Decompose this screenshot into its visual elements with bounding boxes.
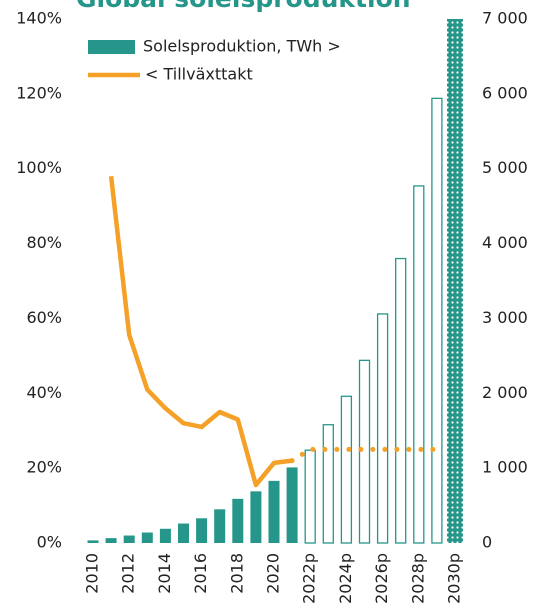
y-tick-label: 120% bbox=[16, 83, 62, 102]
y-tick-label: 140% bbox=[16, 9, 62, 28]
y-tick-label: 20% bbox=[26, 458, 62, 477]
bar bbox=[250, 491, 262, 543]
bar bbox=[431, 97, 443, 544]
y2-tick-label: 7 000 bbox=[482, 9, 528, 28]
bar bbox=[447, 19, 463, 543]
y2-tick-label: 3 000 bbox=[482, 308, 528, 327]
y-tick-label: 40% bbox=[26, 383, 62, 402]
y-tick-label: 100% bbox=[16, 158, 62, 177]
bar bbox=[268, 480, 280, 543]
chart-title: Global solelsproduktion bbox=[76, 0, 411, 13]
legend-label: Solelsproduktion, TWh > bbox=[143, 37, 341, 56]
bar bbox=[358, 359, 371, 544]
y2-tick-label: 2 000 bbox=[482, 383, 528, 402]
x-tick-label: 2012 bbox=[119, 553, 138, 594]
bar bbox=[395, 257, 407, 544]
x-tick-label: 2010 bbox=[83, 553, 102, 594]
bar bbox=[178, 523, 189, 543]
bar bbox=[159, 528, 171, 543]
bar bbox=[196, 518, 208, 543]
y-tick-label: 60% bbox=[26, 308, 62, 327]
legend-swatch bbox=[88, 40, 135, 54]
bar bbox=[87, 540, 99, 543]
x-tick-label: 2026p bbox=[372, 553, 391, 604]
legend-label: < Tillväxttakt bbox=[145, 65, 253, 84]
x-tick-label: 2022p bbox=[300, 553, 319, 604]
y2-tick-label: 4 000 bbox=[482, 233, 528, 252]
bar bbox=[413, 185, 425, 544]
y2-tick-label: 5 000 bbox=[482, 158, 528, 177]
y-tick-label: 80% bbox=[26, 233, 62, 252]
bar bbox=[105, 538, 117, 543]
x-tick-label: 2030p bbox=[445, 553, 464, 604]
y2-tick-label: 0 bbox=[482, 533, 492, 552]
x-tick-label: 2028p bbox=[408, 553, 427, 604]
bar bbox=[286, 467, 298, 543]
y2-tick-label: 6 000 bbox=[482, 83, 528, 102]
bar bbox=[340, 395, 353, 544]
y2-tick-label: 1 000 bbox=[482, 458, 528, 477]
x-tick-label: 2018 bbox=[227, 553, 246, 594]
x-tick-label: 2020 bbox=[264, 553, 283, 594]
bar bbox=[232, 498, 244, 543]
x-tick-label: 2016 bbox=[191, 553, 210, 594]
bar bbox=[322, 424, 334, 544]
y-tick-label: 0% bbox=[37, 533, 62, 552]
bar bbox=[376, 313, 389, 544]
bar bbox=[123, 535, 135, 543]
bar bbox=[141, 532, 153, 543]
x-tick-label: 2024p bbox=[336, 553, 355, 604]
line bbox=[108, 175, 293, 488]
x-tick-label: 2014 bbox=[155, 553, 174, 594]
bar bbox=[214, 509, 226, 543]
bar bbox=[304, 449, 316, 544]
